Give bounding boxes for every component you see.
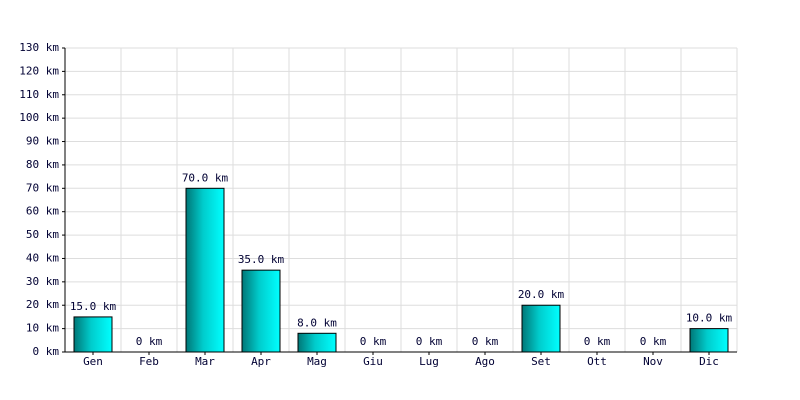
y-tick-label: 120 km: [19, 64, 59, 77]
value-label: 0 km: [360, 335, 387, 348]
value-label: 10.0 km: [686, 312, 733, 325]
y-tick-label: 50 km: [26, 228, 59, 241]
bar: [185, 187, 225, 353]
x-tick-label: Set: [531, 355, 551, 368]
x-tick-label: Mag: [307, 355, 327, 368]
bar: [241, 269, 281, 353]
value-label: 0 km: [472, 335, 499, 348]
y-tick-label: 80 km: [26, 158, 59, 171]
value-label: 70.0 km: [182, 171, 229, 184]
x-tick-label: Nov: [643, 355, 663, 368]
bar: [73, 316, 113, 353]
x-tick-label: Giu: [363, 355, 383, 368]
y-tick-label: 20 km: [26, 298, 59, 311]
value-label: 0 km: [136, 335, 163, 348]
x-tick-label: Mar: [195, 355, 215, 368]
value-label: 0 km: [584, 335, 611, 348]
value-label: 20.0 km: [518, 288, 565, 301]
x-tick-label: Apr: [251, 355, 271, 368]
x-tick-label: Feb: [139, 355, 159, 368]
bar: [521, 304, 561, 353]
y-tick-label: 40 km: [26, 251, 59, 264]
value-label: 8.0 km: [297, 316, 337, 329]
y-tick-label: 110 km: [19, 88, 59, 101]
y-tick-label: 10 km: [26, 322, 59, 335]
bar: [297, 332, 337, 353]
x-tick-label: Ago: [475, 355, 495, 368]
bar: [689, 328, 729, 353]
y-tick-label: 0 km: [33, 345, 60, 358]
y-tick-label: 70 km: [26, 181, 59, 194]
value-label: 35.0 km: [238, 253, 285, 266]
value-label: 15.0 km: [70, 300, 117, 313]
x-tick-label: Lug: [419, 355, 439, 368]
value-label: 0 km: [640, 335, 667, 348]
y-tick-label: 100 km: [19, 111, 59, 124]
y-tick-label: 60 km: [26, 205, 59, 218]
x-tick-label: Dic: [699, 355, 719, 368]
y-tick-label: 90 km: [26, 135, 59, 148]
value-label: 0 km: [416, 335, 443, 348]
x-tick-label: Ott: [587, 355, 607, 368]
y-tick-label: 30 km: [26, 275, 59, 288]
y-tick-label: 130 km: [19, 41, 59, 54]
x-tick-label: Gen: [83, 355, 103, 368]
